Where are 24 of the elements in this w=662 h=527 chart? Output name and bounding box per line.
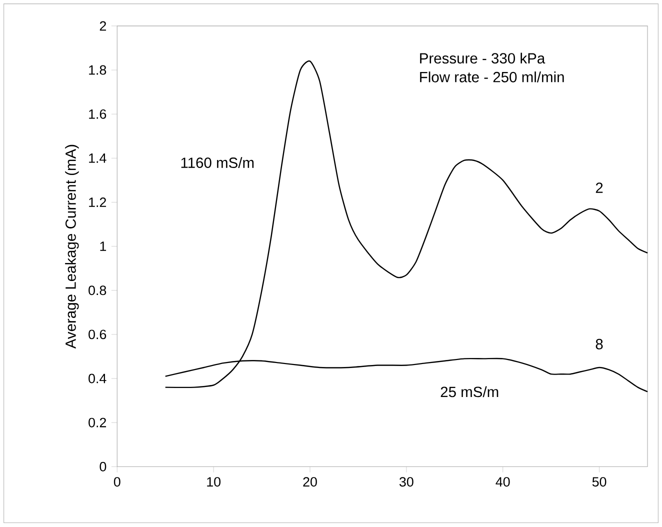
x-tick-label: 10 [207,477,221,487]
y-tick-label: 1.4 [89,154,106,163]
x-tick-label: 20 [303,477,317,487]
series-label: 2 [596,182,603,194]
y-axis-title: Average Leakage Current (mA) [65,145,79,349]
y-tick-label: 1.2 [89,198,106,208]
annotation: Pressure - 330 kPa [420,52,546,64]
x-tick-label: 30 [399,477,414,487]
series-label: 8 [596,339,603,350]
x-tick-label: 40 [496,477,510,487]
y-tick-label: 2 [100,21,106,31]
y-tick-label: 1 [100,242,106,252]
x-tick-label: 0 [114,477,120,487]
annotation: 1160 mS/m [181,157,254,168]
y-tick-label: 0.2 [88,418,106,428]
y-tick-label: 0.6 [88,330,106,340]
annotation: Flow rate - 250 ml/min [420,72,564,83]
y-tick-label: 0 [100,462,106,472]
x-tick-label: 50 [592,477,606,487]
y-tick-label: 1.8 [89,65,106,75]
annotation: 25 mS/m [440,386,498,398]
y-tick-label: 0.8 [88,286,106,296]
y-tick-label: 0.4 [88,374,106,384]
y-tick-label: 1.6 [89,110,106,120]
